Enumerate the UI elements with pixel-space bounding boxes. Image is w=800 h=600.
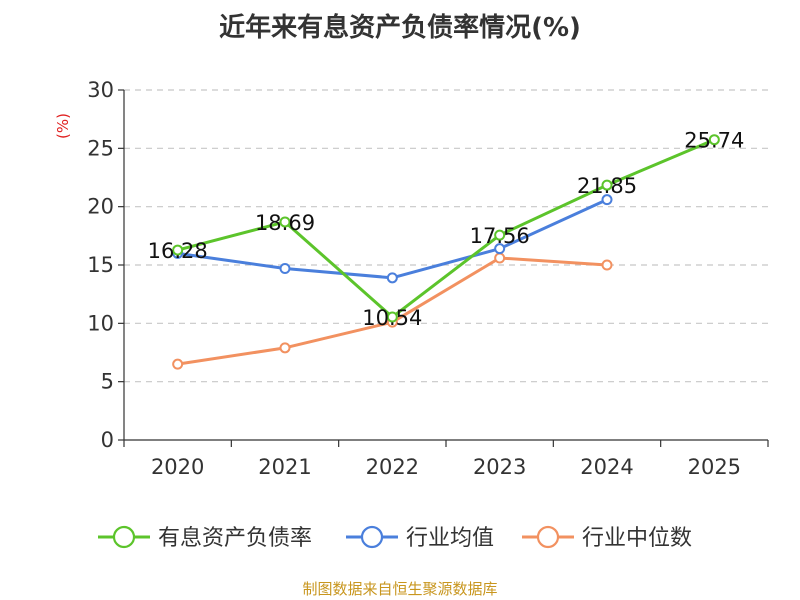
legend-item-2: 行业中位数 [522,525,692,551]
x-tick-label-2023: 2023 [473,455,526,479]
series-layer: 16.28 18.69 10.54 17.56 21.85 25.74 [148,129,744,370]
data-point-1-2021 [279,263,291,274]
data-label-0-2020: 16.28 [148,239,208,263]
series-1 [172,194,613,284]
y-tick-label-25: 25 [87,136,114,160]
y-tick-label-30: 30 [87,78,114,102]
data-point-0-2024 [601,179,613,191]
legend-label-2: 行业中位数 [582,526,692,551]
data-point-2-2023 [494,252,506,264]
data-point-2-2021 [279,342,291,354]
gridlines [124,89,768,383]
data-point-0-2025 [708,134,720,146]
data-point-1-2023 [494,243,506,255]
data-label-0-2024: 21.85 [577,174,637,198]
data-point-0-2022 [386,311,398,323]
y-axis-unit: (%) [54,113,72,139]
x-tick-label-2021: 2021 [258,455,311,479]
legend-label-0: 有息资产负债率 [158,526,312,551]
data-point-0-2023 [494,229,506,241]
legend-item-1: 行业均值 [346,525,494,551]
y-tick-label-15: 15 [87,253,114,277]
chart-title: 近年来有息资产负债率情况(%) [219,12,581,43]
y-tick-label-20: 20 [87,195,114,219]
data-label-0-2021: 18.69 [255,211,315,235]
series-0 [172,134,720,323]
data-point-0-2020 [172,244,184,256]
legend-item-0: 有息资产负债率 [98,525,312,551]
data-point-1-2024 [601,194,613,206]
data-label-0-2025: 25.74 [684,129,744,153]
y-tick-label-5: 5 [101,370,114,394]
data-label-0-2023: 17.56 [470,224,530,248]
x-tick-label-2025: 2025 [688,455,741,479]
legend-marker-0 [112,525,136,549]
legend-marker-2 [536,525,560,549]
y-tick-label-0: 0 [101,428,114,452]
legend-marker-1 [360,525,384,549]
x-tick-label-2020: 2020 [151,455,204,479]
source-note: 制图数据来自恒生聚源数据库 [302,580,497,598]
legend: 有息资产负债率 行业均值 行业中位数 [98,525,692,551]
series-line-0 [177,138,715,319]
data-label-0-2022: 10.54 [362,306,422,330]
data-point-0-2021 [279,216,291,228]
y-tick-label-10: 10 [87,311,114,335]
x-tick-label-2022: 2022 [366,455,419,479]
data-point-2-2020 [172,358,184,370]
x-tick-label-2024: 2024 [580,455,633,479]
data-point-1-2022 [386,272,398,284]
legend-label-1: 行业均值 [406,526,494,551]
data-point-2-2024 [601,259,613,271]
series-line-1 [177,198,608,280]
